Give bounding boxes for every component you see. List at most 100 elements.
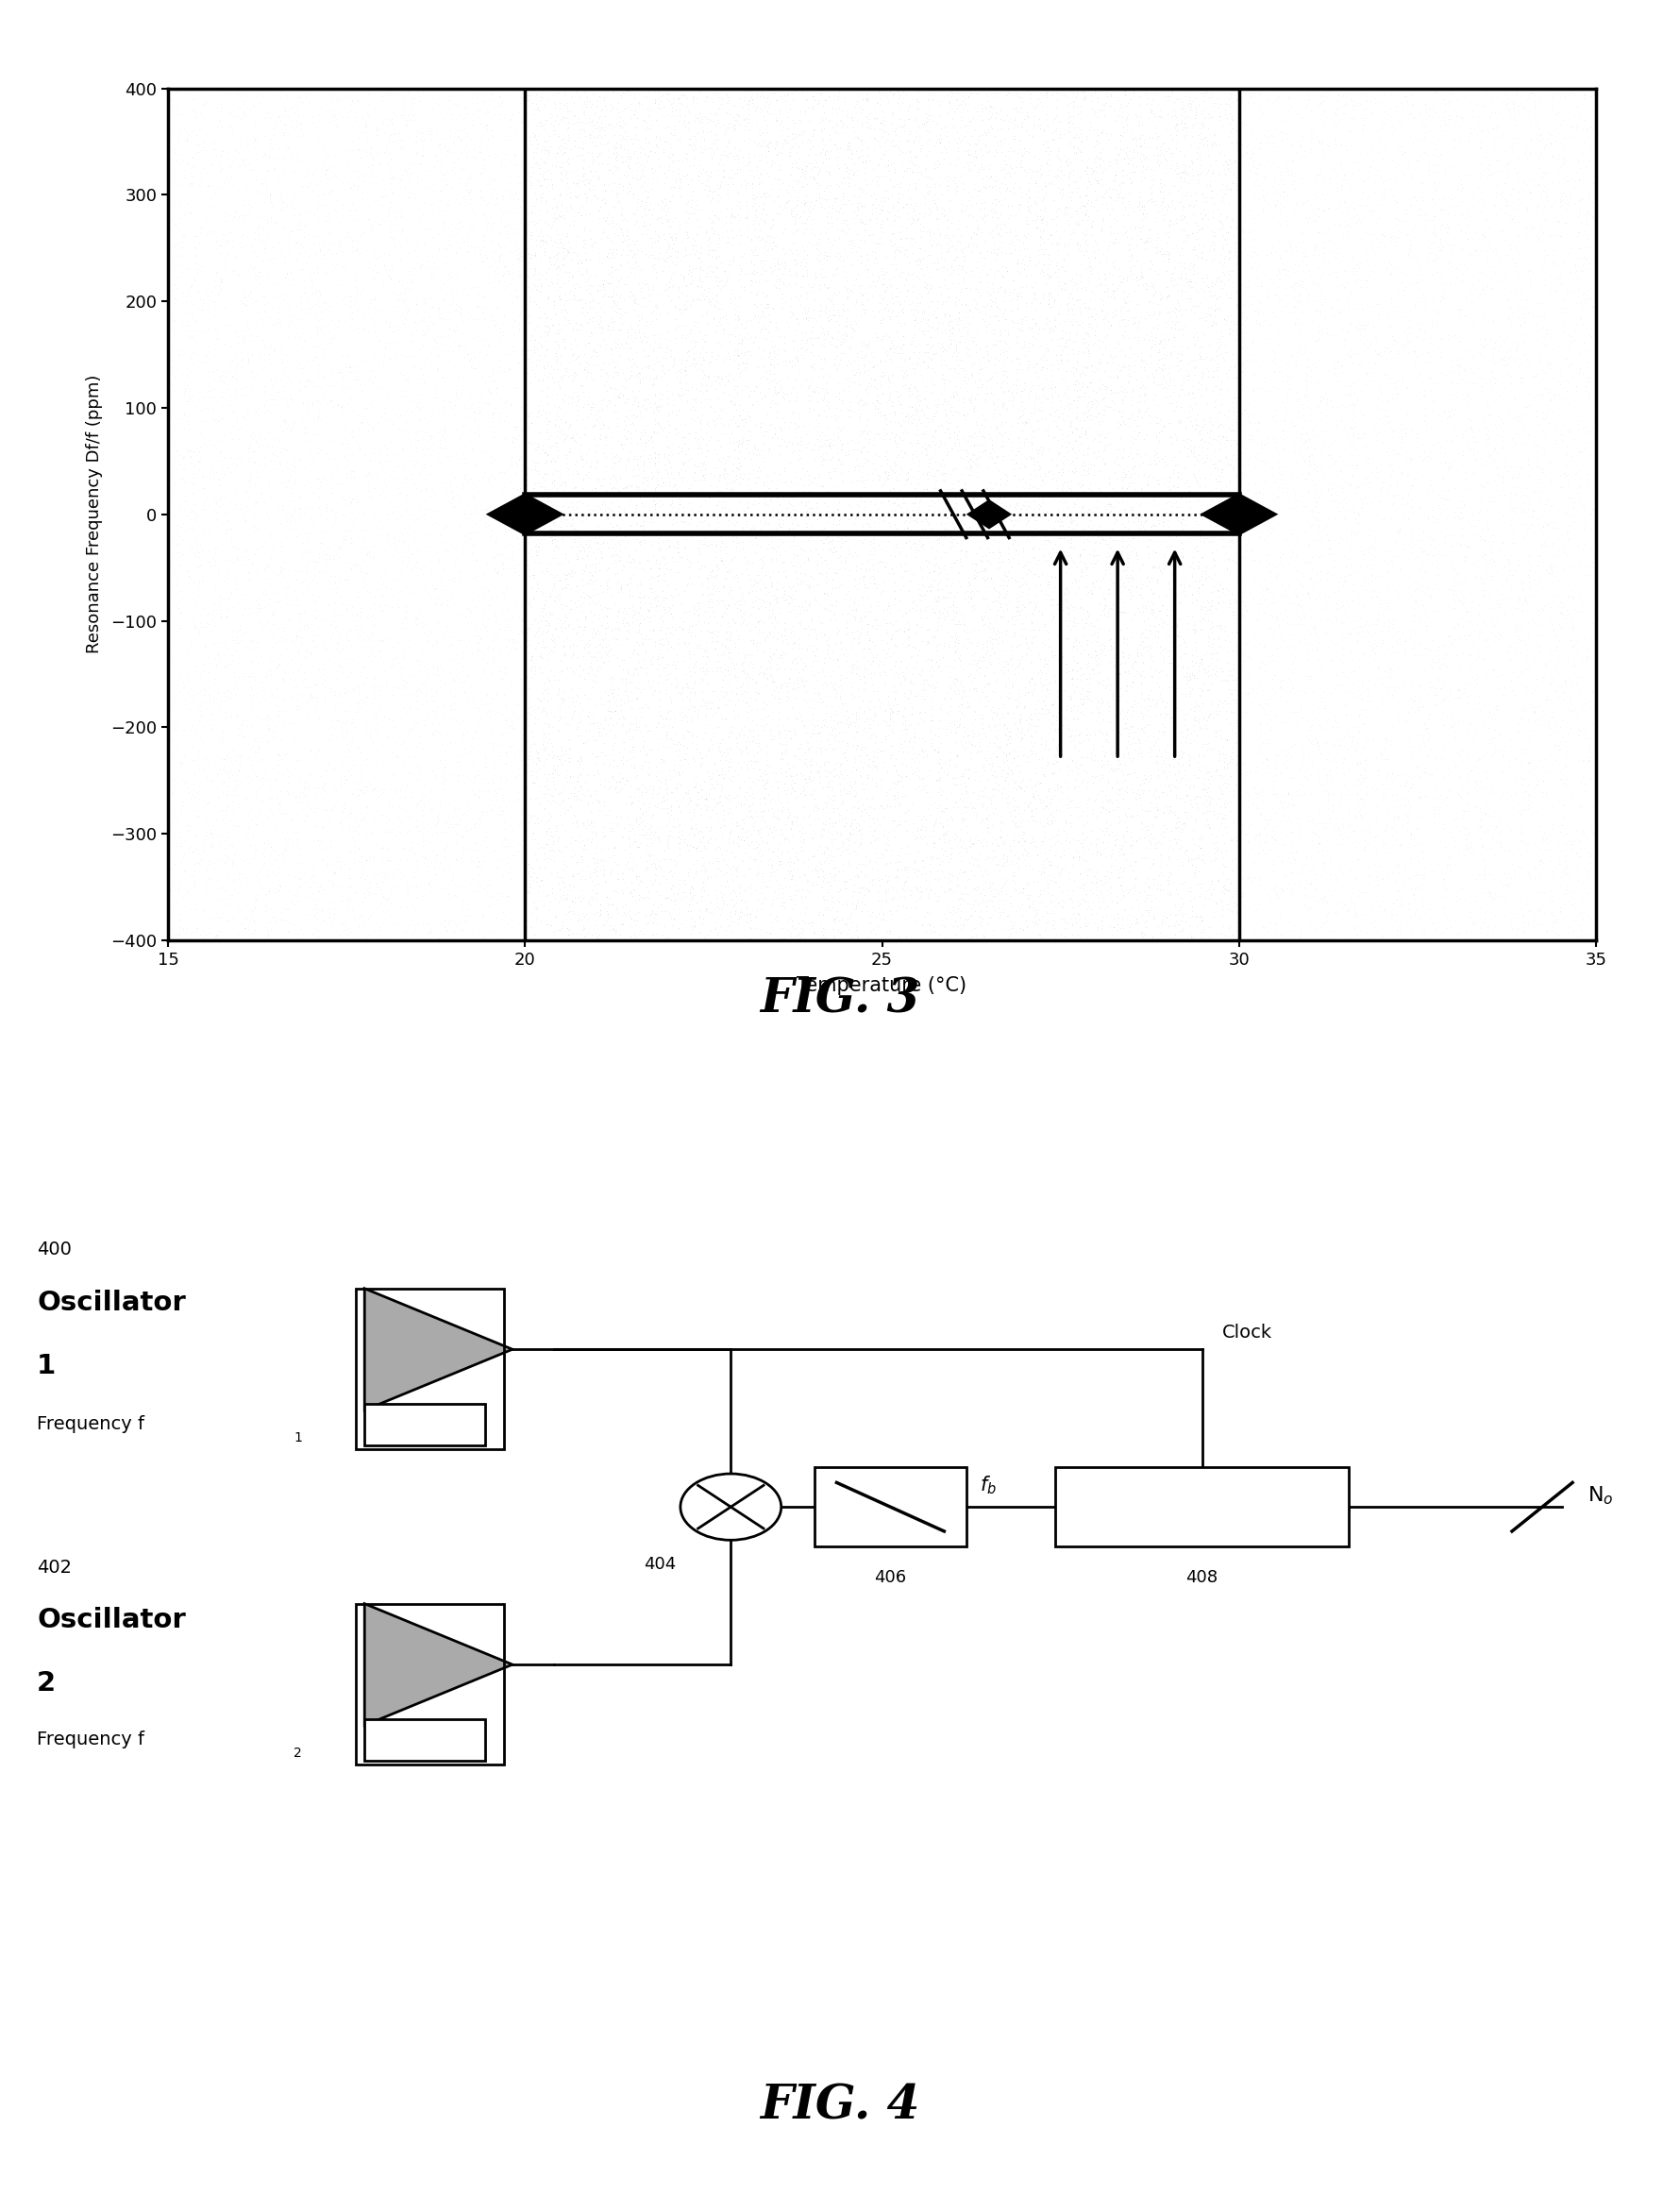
Point (492, 714, 519, 750)
Point (924, 389, 951, 425)
Point (1539, 637, 1566, 672)
Point (917, 215, 944, 250)
Point (744, 717, 771, 752)
Point (338, 582, 365, 617)
Point (1164, 619, 1191, 655)
Point (1082, 440, 1109, 476)
Point (766, 263, 793, 299)
Point (736, 546, 763, 582)
Point (294, 217, 321, 252)
Point (783, 376, 810, 411)
Point (1105, 838, 1132, 874)
Point (618, 126, 645, 161)
Point (1309, 204, 1336, 239)
Point (375, 847, 402, 883)
Point (356, 719, 383, 754)
Point (1032, 688, 1058, 723)
Point (1578, 230, 1604, 265)
Point (1191, 637, 1218, 672)
Point (627, 524, 654, 560)
Point (902, 113, 929, 148)
Point (1262, 779, 1289, 814)
Point (1006, 646, 1033, 681)
Point (1263, 429, 1290, 465)
Point (902, 301, 929, 336)
Point (551, 628, 578, 664)
Point (895, 122, 922, 157)
Point (701, 568, 727, 604)
Point (1294, 701, 1320, 737)
Point (778, 721, 805, 757)
Point (934, 434, 961, 469)
Point (974, 761, 1001, 796)
Point (217, 327, 244, 363)
Point (900, 369, 927, 405)
Point (1572, 697, 1599, 732)
Point (974, 111, 1001, 146)
Point (1005, 276, 1032, 312)
Point (1189, 843, 1216, 878)
Point (440, 664, 467, 699)
Point (1524, 186, 1551, 221)
Point (341, 460, 368, 495)
Point (761, 365, 788, 400)
Point (170, 356, 197, 392)
Point (264, 801, 291, 836)
Point (617, 779, 643, 814)
Point (163, 73, 190, 108)
Point (766, 701, 793, 737)
Point (1011, 611, 1038, 646)
Point (464, 469, 491, 504)
Point (1094, 703, 1121, 739)
Point (1037, 259, 1063, 294)
Point (482, 560, 509, 595)
Point (1126, 768, 1152, 803)
Point (697, 761, 724, 796)
Point (548, 513, 575, 549)
Point (344, 133, 371, 168)
Point (847, 201, 874, 237)
Point (796, 805, 823, 841)
Point (603, 482, 630, 518)
Point (1240, 310, 1267, 345)
Point (892, 210, 919, 246)
Point (1455, 876, 1482, 911)
Point (492, 551, 519, 586)
Point (1003, 810, 1030, 845)
Point (417, 774, 444, 810)
Point (833, 604, 860, 639)
Point (559, 858, 586, 894)
Point (1158, 378, 1184, 414)
Point (524, 825, 551, 860)
Point (1198, 341, 1225, 376)
Point (1354, 613, 1381, 648)
Point (1421, 243, 1448, 279)
Point (776, 299, 803, 334)
Point (1109, 383, 1136, 418)
Point (534, 672, 561, 708)
Point (385, 436, 412, 471)
Point (1369, 666, 1396, 701)
Point (1194, 476, 1221, 511)
Point (486, 553, 512, 588)
Point (1223, 131, 1250, 166)
Point (1001, 695, 1028, 730)
Point (768, 80, 795, 115)
Point (1062, 175, 1089, 210)
Point (874, 787, 900, 823)
Point (1210, 611, 1236, 646)
Point (951, 471, 978, 507)
Point (450, 440, 477, 476)
Point (1478, 710, 1505, 745)
Point (835, 279, 862, 314)
Point (724, 155, 751, 190)
Point (662, 394, 689, 429)
Point (257, 122, 284, 157)
Point (1231, 303, 1258, 338)
Point (1001, 119, 1028, 155)
Point (1336, 710, 1362, 745)
Point (1478, 354, 1505, 389)
Point (1223, 168, 1250, 204)
Point (252, 383, 279, 418)
Point (1394, 763, 1421, 799)
